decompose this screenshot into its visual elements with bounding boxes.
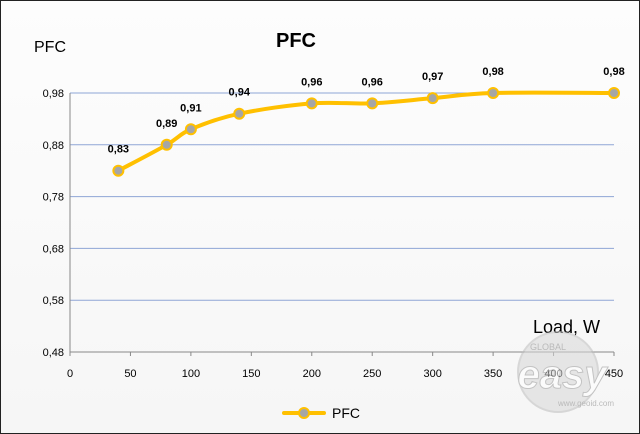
data-point <box>426 92 439 105</box>
svg-text:GLOBAL: GLOBAL <box>530 342 566 352</box>
y-tick-label: 0,98 <box>43 88 64 100</box>
legend: PFC <box>282 405 360 421</box>
data-label: 0,83 <box>108 144 129 156</box>
x-tick-label: 0 <box>67 368 73 380</box>
data-point <box>305 97 318 110</box>
y-tick-label: 0,78 <box>43 192 64 204</box>
y-tick-label: 0,88 <box>43 140 64 152</box>
svg-text:www.geoid.com: www.geoid.com <box>557 399 614 408</box>
data-point <box>160 138 173 151</box>
y-tick-label: 0,48 <box>43 347 64 359</box>
data-label: 0,97 <box>422 71 443 83</box>
grid-lines <box>70 92 614 301</box>
svg-text:easy: easy <box>518 353 609 397</box>
x-tick-label: 450 <box>605 368 623 380</box>
legend-marker <box>298 407 310 419</box>
x-tick-label: 350 <box>484 368 502 380</box>
data-label: 0,96 <box>301 76 322 88</box>
legend-label: PFC <box>332 405 360 421</box>
data-point <box>608 87 620 99</box>
x-tick-labels: 050100150200250300350400450 <box>67 368 623 380</box>
y-tick-label: 0,68 <box>43 243 64 255</box>
x-tick-label: 250 <box>363 368 381 380</box>
y-axis-label: PFC <box>34 39 66 56</box>
x-tick-label: 50 <box>124 368 136 380</box>
data-label: 0,89 <box>156 118 177 130</box>
data-point <box>366 97 379 110</box>
y-tick-label: 0,58 <box>43 295 64 307</box>
data-label: 0,96 <box>362 76 383 88</box>
data-point <box>184 123 197 136</box>
series-pfc-markers <box>112 87 620 177</box>
chart-title: PFC <box>276 30 316 52</box>
data-point <box>487 87 500 99</box>
data-label: 0,91 <box>180 102 201 114</box>
x-tick-label: 150 <box>242 368 260 380</box>
data-point <box>233 107 246 120</box>
data-label: 0,98 <box>603 66 624 78</box>
data-label: 0,94 <box>229 87 251 99</box>
x-tick-label: 100 <box>182 368 200 380</box>
data-point <box>112 164 125 177</box>
x-tick-label: 300 <box>423 368 441 380</box>
easy-logo-watermark: easy GLOBAL www.geoid.com <box>517 331 614 413</box>
y-tick-labels: 0,48 0,58 0,68 0,78 0,88 0,98 <box>43 88 64 359</box>
x-tick-label: 200 <box>303 368 321 380</box>
data-labels: 0,83 0,890,91 0,94 0,96 0,96 0,97 0,98 0,98 <box>108 66 625 156</box>
data-label: 0,98 <box>482 66 503 78</box>
